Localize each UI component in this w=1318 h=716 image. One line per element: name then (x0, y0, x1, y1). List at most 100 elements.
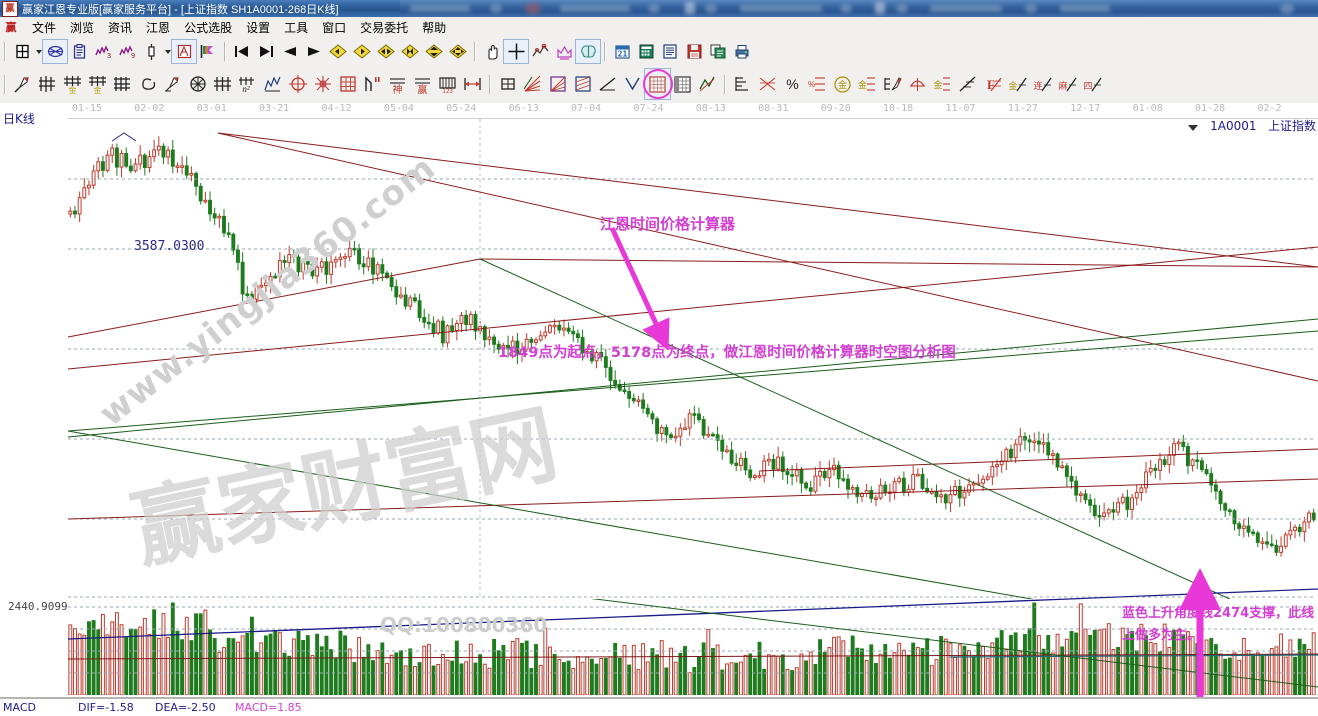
menu-file[interactable]: 文件 (32, 21, 57, 35)
zoom-both-icon[interactable] (374, 40, 398, 63)
wave-icon[interactable] (260, 69, 285, 99)
menu-settings[interactable]: 设置 (246, 21, 271, 35)
menu-help[interactable]: 帮助 (422, 21, 447, 35)
brain-icon[interactable] (575, 39, 601, 64)
first-record-icon[interactable] (230, 40, 254, 63)
fit-icon[interactable] (446, 40, 470, 63)
zoom-right-icon[interactable] (350, 40, 374, 63)
prev-page-icon[interactable] (278, 40, 302, 63)
crosshair-icon[interactable] (503, 39, 529, 64)
shrink-icon[interactable] (398, 40, 422, 63)
clipboard-icon[interactable] (67, 40, 91, 63)
toolbar-separator (724, 74, 726, 94)
star-burst-icon[interactable] (310, 69, 335, 99)
fence-icon[interactable] (35, 69, 60, 99)
date-tick: 01-28 (1195, 103, 1226, 114)
date-tick: 11-27 (1007, 103, 1038, 114)
hand-pan-icon[interactable] (480, 40, 504, 63)
angle-line-icon[interactable] (595, 69, 620, 99)
percent-lines-icon[interactable]: % (805, 69, 830, 99)
rocket2-icon[interactable] (160, 69, 185, 99)
fence-tick-icon[interactable] (110, 69, 135, 99)
high-price-tag: 3587.0300 (134, 239, 205, 254)
percent-icon[interactable]: % (780, 69, 805, 99)
gold-fence2-icon[interactable]: 金 (85, 69, 110, 99)
high-price-leader (111, 132, 137, 142)
fence3-icon[interactable] (210, 69, 235, 99)
box-shade-icon[interactable] (570, 69, 595, 99)
spiral-icon[interactable] (135, 69, 160, 99)
slope-icon[interactable] (955, 69, 980, 99)
gold-box-icon[interactable]: 金 (930, 69, 955, 99)
square-tool-icon[interactable] (495, 69, 520, 99)
target-circle-icon[interactable] (285, 69, 310, 99)
network-chart-icon[interactable] (42, 39, 68, 64)
f-slope-icon[interactable]: F (980, 69, 1005, 99)
last-record-icon[interactable] (254, 40, 278, 63)
peak-mark-icon[interactable] (528, 40, 552, 63)
chevron-down-icon[interactable] (1188, 125, 1198, 131)
zoom-left-icon[interactable] (326, 40, 350, 63)
calculator-icon[interactable] (634, 40, 658, 63)
level-bars-icon[interactable] (730, 69, 755, 99)
bars-3-icon[interactable]: 3 (91, 40, 115, 63)
menu-gann[interactable]: 江恩 (146, 21, 171, 35)
candlestick-series (68, 136, 1316, 557)
shen-icon[interactable]: 神 (385, 69, 410, 99)
ying-icon[interactable]: 赢 (410, 69, 435, 99)
save-red-icon[interactable] (682, 40, 706, 63)
calendar-21-icon[interactable]: 21 (610, 40, 634, 63)
menu-trade-order[interactable]: 交易委托 (360, 21, 409, 35)
four-slope-icon[interactable]: 四 (1080, 69, 1105, 99)
fan-lines-icon[interactable] (520, 69, 545, 99)
analysis-grid-icon[interactable] (171, 39, 197, 64)
candle-single-icon[interactable] (139, 40, 163, 63)
toolbar-separator (474, 42, 476, 61)
zigzag-icon[interactable] (695, 69, 720, 99)
menu-browse[interactable]: 浏览 (70, 21, 95, 35)
dropdown-caret-icon[interactable] (34, 40, 43, 63)
arc-tool-icon[interactable] (905, 69, 930, 99)
ladder-icon[interactable]: 123 (435, 69, 460, 99)
expand-icon[interactable] (422, 40, 446, 63)
hall-slope-icon[interactable]: 麻 (1055, 69, 1080, 99)
rocket-red-icon[interactable] (10, 69, 35, 99)
percent-cross-icon[interactable] (755, 69, 780, 99)
circle-gann-icon[interactable] (185, 69, 210, 99)
vee-line-icon[interactable] (620, 69, 645, 99)
bars-9-icon[interactable]: 9 (115, 40, 139, 63)
gold-fence-icon[interactable]: 金 (60, 69, 85, 99)
menu-bar: 赢 文件 浏览 资讯 江恩 公式选股 设置 工具 窗口 交易委托 帮助 (0, 17, 1318, 39)
gann-grid2-icon[interactable] (670, 69, 695, 99)
menu-formula-screen[interactable]: 公式选股 (184, 21, 233, 35)
color-flag-icon[interactable] (196, 40, 220, 63)
print-icon[interactable] (730, 40, 754, 63)
axis-rule (68, 118, 1318, 119)
angle-quote-icon[interactable] (360, 69, 385, 99)
gold-circle-icon[interactable]: 金 (830, 69, 855, 99)
report-icon[interactable] (658, 40, 682, 63)
span-arrow-icon[interactable] (460, 69, 485, 99)
crown-mark-icon[interactable] (552, 40, 576, 63)
gold-slope-icon[interactable]: 金 (1005, 69, 1030, 99)
volume-chart-canvas[interactable] (0, 599, 1318, 695)
chart-area[interactable]: 日K线 01-15 02-02 03-01 03-21 04-12 05-04 05-24 0… (0, 103, 1318, 716)
double-slope-icon[interactable]: 连 (1030, 69, 1055, 99)
next-page-icon[interactable] (302, 40, 326, 63)
box-fan-icon[interactable] (545, 69, 570, 99)
box-grid-icon[interactable] (335, 69, 360, 99)
n2-icon[interactable]: n² (235, 69, 260, 99)
date-tick: 08-13 (695, 103, 726, 114)
dropdown-caret2-icon[interactable] (163, 40, 172, 63)
calendar-day-icon[interactable] (10, 40, 34, 63)
copy-icon[interactable] (706, 40, 730, 63)
pen-tool-icon[interactable] (880, 69, 905, 99)
menu-tools[interactable]: 工具 (284, 21, 309, 35)
date-tick: 06-13 (508, 103, 539, 114)
gann-grid-icon[interactable] (642, 68, 673, 100)
date-axis: 01-15 02-02 03-01 03-21 04-12 05-04 05-24 06-13… (0, 103, 1318, 119)
menu-window[interactable]: 窗口 (322, 21, 347, 35)
gold-lines-icon[interactable]: 金 (855, 69, 880, 99)
price-chart-canvas[interactable] (0, 119, 1318, 599)
menu-news[interactable]: 资讯 (108, 21, 133, 35)
